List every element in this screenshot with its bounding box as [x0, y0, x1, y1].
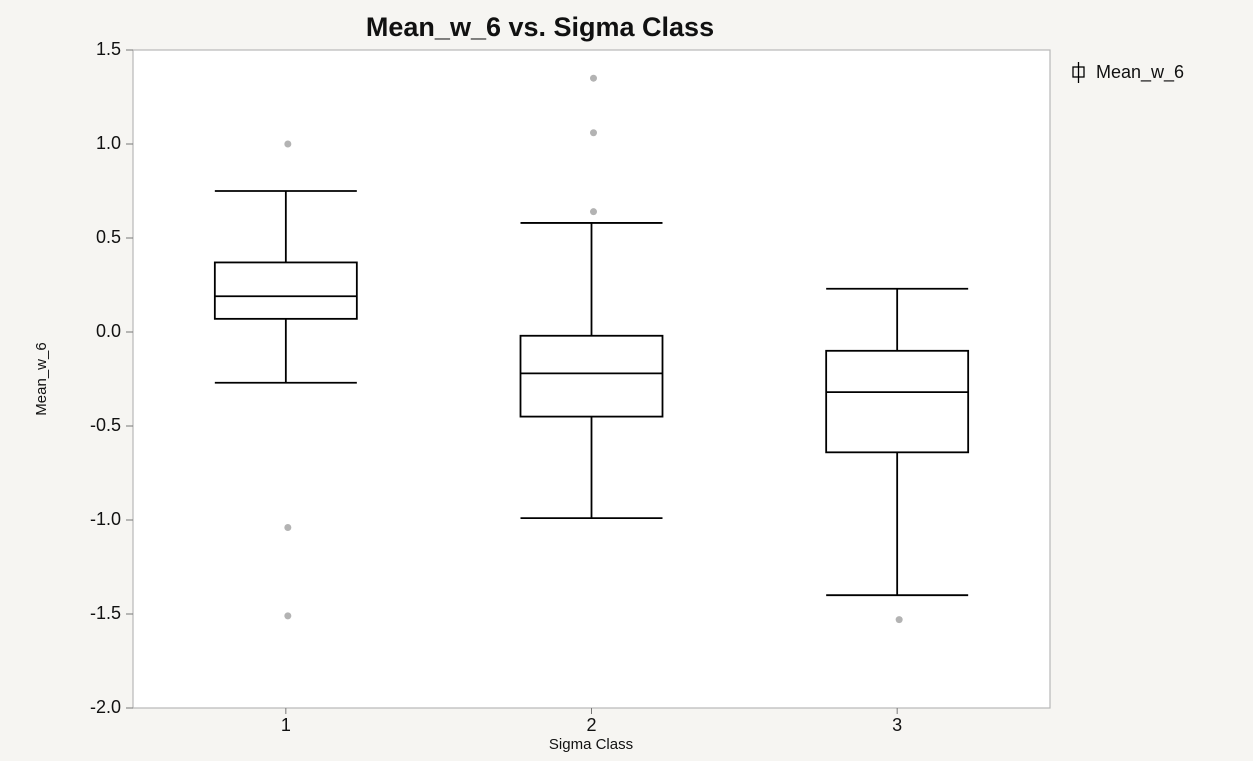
y-tick-label: 0.0	[96, 321, 121, 341]
y-tick-label: -0.5	[90, 415, 121, 435]
x-tick-label: 1	[281, 715, 291, 735]
y-tick-label: 0.5	[96, 227, 121, 247]
outlier	[284, 612, 292, 620]
outlier	[284, 524, 292, 532]
box	[825, 349, 970, 454]
y-tick-label: 1.0	[96, 133, 121, 153]
y-tick-label: 1.5	[96, 39, 121, 59]
plot-area	[132, 49, 1051, 709]
outlier	[895, 616, 903, 624]
box	[519, 334, 664, 418]
y-tick-label: -1.0	[90, 509, 121, 529]
chart-title: Mean_w_6 vs. Sigma Class	[366, 12, 714, 42]
y-tick-label: -2.0	[90, 697, 121, 717]
x-tick-label: 3	[892, 715, 902, 735]
y-tick-label: -1.5	[90, 603, 121, 623]
box	[213, 261, 358, 320]
outlier	[590, 74, 597, 82]
x-tick-label: 2	[586, 715, 596, 735]
y-axis-label: Mean_w_6	[33, 342, 50, 415]
outlier	[590, 208, 597, 216]
x-axis-label: Sigma Class	[549, 736, 633, 753]
outlier	[590, 129, 597, 137]
outlier	[284, 140, 292, 148]
legend-label: Mean_w_6	[1096, 62, 1184, 83]
